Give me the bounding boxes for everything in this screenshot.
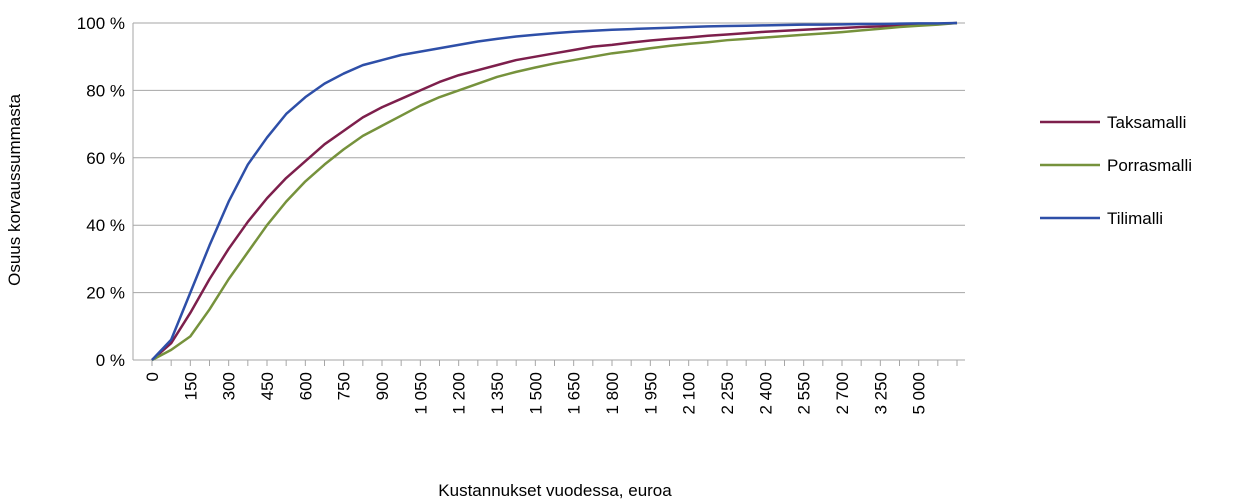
x-tick-label: 450 <box>258 372 277 400</box>
legend-label: Tilimalli <box>1107 209 1163 228</box>
x-tick-label: 900 <box>373 372 392 400</box>
x-tick-label: 750 <box>335 372 354 400</box>
legend-label: Porrasmalli <box>1107 156 1192 175</box>
y-tick-label: 40 % <box>86 216 125 235</box>
x-tick-label: 1 950 <box>641 372 660 415</box>
x-tick-label: 150 <box>181 372 200 400</box>
x-tick-label: 1 650 <box>565 372 584 415</box>
x-tick-label: 1 350 <box>488 372 507 415</box>
x-tick-label: 5 000 <box>910 372 929 415</box>
x-tick-label: 2 250 <box>718 372 737 415</box>
series-line <box>151 21 958 362</box>
y-tick-label: 80 % <box>86 81 125 100</box>
x-tick-label: 1 800 <box>603 372 622 415</box>
x-tick-label: 300 <box>220 372 239 400</box>
y-tick-label: 0 % <box>96 351 125 370</box>
series-line <box>151 21 958 361</box>
y-tick-label: 100 % <box>77 14 125 33</box>
legend-label: Taksamalli <box>1107 113 1186 132</box>
x-tick-label: 1 200 <box>450 372 469 415</box>
y-tick-label: 20 % <box>86 284 125 303</box>
x-tick-label: 3 250 <box>871 372 890 415</box>
x-tick-label: 0 <box>143 372 162 381</box>
x-tick-label: 1 050 <box>411 372 430 415</box>
x-axis-title: Kustannukset vuodessa, euroa <box>438 481 672 500</box>
x-tick-label: 2 700 <box>833 372 852 415</box>
series-line <box>151 21 958 361</box>
x-tick-label: 2 100 <box>680 372 699 415</box>
x-tick-label: 1 500 <box>526 372 545 415</box>
x-tick-label: 2 400 <box>756 372 775 415</box>
x-tick-label: 600 <box>296 372 315 400</box>
y-axis-title: Osuus korvaussummasta <box>5 94 24 286</box>
y-tick-label: 60 % <box>86 149 125 168</box>
x-tick-label: 2 550 <box>795 372 814 415</box>
